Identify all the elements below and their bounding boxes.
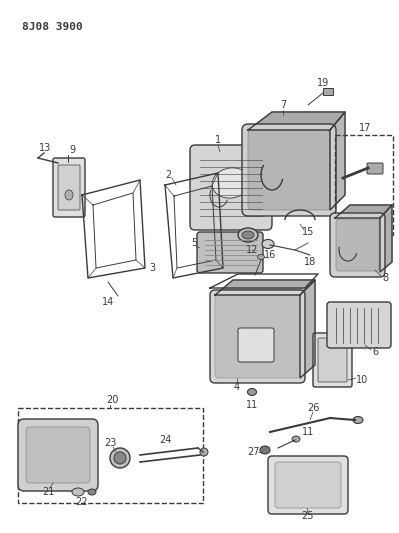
Text: 19: 19 xyxy=(317,78,329,88)
Polygon shape xyxy=(215,280,315,295)
Text: 6: 6 xyxy=(372,347,378,357)
Ellipse shape xyxy=(247,389,257,395)
Text: 24: 24 xyxy=(159,435,171,445)
FancyBboxPatch shape xyxy=(53,158,85,217)
Text: 4: 4 xyxy=(234,382,240,392)
Text: 16: 16 xyxy=(264,250,276,260)
Text: 20: 20 xyxy=(106,395,118,405)
Text: 22: 22 xyxy=(76,497,88,507)
Polygon shape xyxy=(335,205,392,218)
Ellipse shape xyxy=(88,489,96,495)
Text: 7: 7 xyxy=(280,100,286,110)
FancyBboxPatch shape xyxy=(190,145,272,230)
Text: 12: 12 xyxy=(246,245,258,255)
Polygon shape xyxy=(300,280,315,378)
FancyBboxPatch shape xyxy=(238,328,274,362)
Ellipse shape xyxy=(260,446,270,454)
Text: 2: 2 xyxy=(165,170,171,180)
Polygon shape xyxy=(330,112,345,210)
Bar xyxy=(335,135,393,235)
Text: 18: 18 xyxy=(304,257,316,267)
Text: 1: 1 xyxy=(215,135,221,145)
Text: 25: 25 xyxy=(301,511,313,521)
FancyBboxPatch shape xyxy=(330,213,385,277)
Text: 27: 27 xyxy=(247,447,259,457)
FancyBboxPatch shape xyxy=(248,130,330,210)
Text: 5: 5 xyxy=(191,238,197,248)
Ellipse shape xyxy=(262,239,274,248)
FancyBboxPatch shape xyxy=(275,462,341,508)
FancyBboxPatch shape xyxy=(367,163,383,174)
Text: 23: 23 xyxy=(104,438,116,448)
Ellipse shape xyxy=(110,448,130,468)
FancyBboxPatch shape xyxy=(242,124,336,216)
Ellipse shape xyxy=(238,228,258,242)
Text: 26: 26 xyxy=(307,403,319,413)
Ellipse shape xyxy=(242,231,254,239)
Text: 15: 15 xyxy=(302,227,314,237)
Text: 10: 10 xyxy=(356,375,368,385)
FancyBboxPatch shape xyxy=(215,295,300,378)
FancyBboxPatch shape xyxy=(26,427,90,483)
FancyBboxPatch shape xyxy=(336,219,379,271)
Ellipse shape xyxy=(200,448,208,456)
FancyBboxPatch shape xyxy=(197,232,263,273)
Text: 8: 8 xyxy=(382,273,388,283)
Ellipse shape xyxy=(353,416,363,424)
Text: 13: 13 xyxy=(39,143,51,153)
Text: 21: 21 xyxy=(42,487,54,497)
Polygon shape xyxy=(248,112,345,130)
Text: 11: 11 xyxy=(246,400,258,410)
Polygon shape xyxy=(380,205,392,272)
Bar xyxy=(18,408,203,503)
FancyBboxPatch shape xyxy=(327,302,391,348)
FancyBboxPatch shape xyxy=(313,333,352,387)
FancyBboxPatch shape xyxy=(210,290,305,383)
Text: 14: 14 xyxy=(102,297,114,307)
Ellipse shape xyxy=(114,452,126,464)
Ellipse shape xyxy=(72,488,84,496)
FancyBboxPatch shape xyxy=(18,419,98,491)
FancyBboxPatch shape xyxy=(58,165,80,210)
Ellipse shape xyxy=(257,254,265,260)
Bar xyxy=(323,88,333,95)
Text: 17: 17 xyxy=(359,123,371,133)
Text: 9: 9 xyxy=(69,145,75,155)
Text: 11: 11 xyxy=(302,427,314,437)
FancyBboxPatch shape xyxy=(318,338,347,382)
Ellipse shape xyxy=(292,436,300,442)
Text: 3: 3 xyxy=(149,263,155,273)
FancyBboxPatch shape xyxy=(268,456,348,514)
Text: 8J08 3900: 8J08 3900 xyxy=(22,22,83,32)
Ellipse shape xyxy=(212,168,250,198)
Ellipse shape xyxy=(65,190,73,200)
